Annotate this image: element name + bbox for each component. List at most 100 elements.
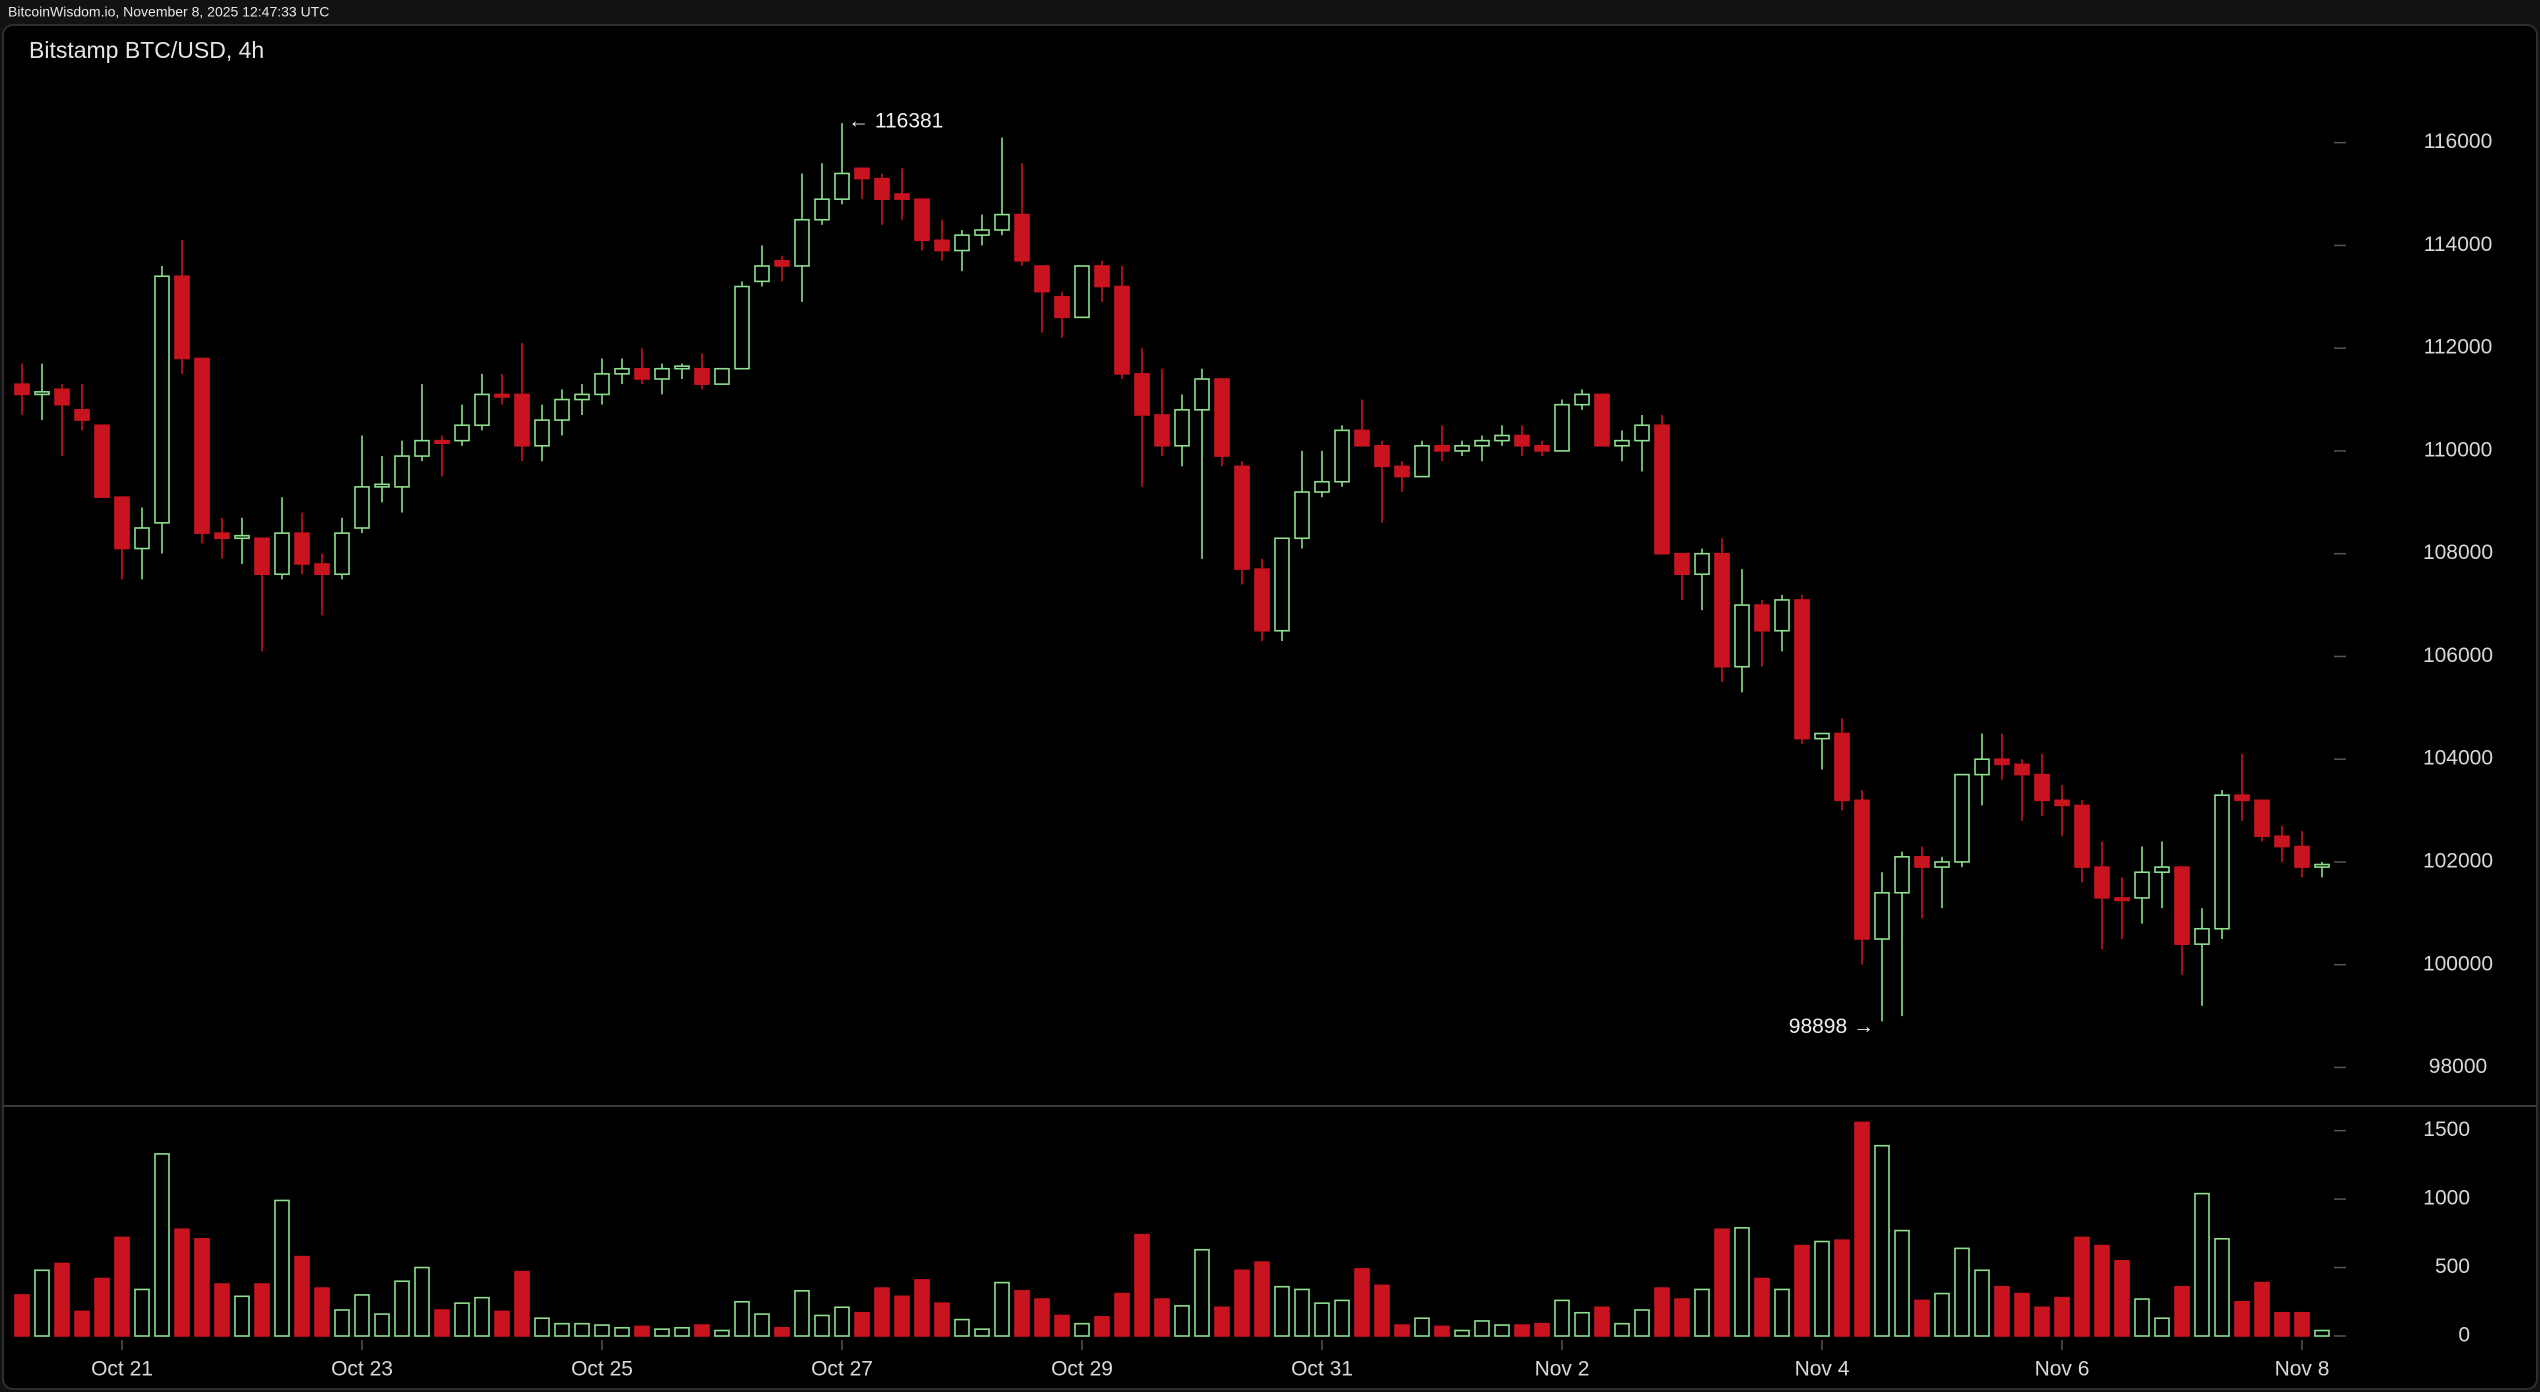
volume-bar xyxy=(814,1314,830,1337)
volume-bar xyxy=(974,1328,990,1337)
candle-body xyxy=(14,383,30,396)
candle-body xyxy=(74,409,90,421)
candle-body xyxy=(594,373,610,396)
candle-body xyxy=(1914,856,1930,868)
candle-body xyxy=(2214,794,2230,930)
volume-bar xyxy=(874,1287,890,1337)
volume-bar xyxy=(314,1287,330,1337)
volume-tick-label: 1500 xyxy=(2423,1118,2470,1141)
candle-body xyxy=(614,367,630,375)
volume-bar xyxy=(1854,1121,1870,1337)
volume-bar xyxy=(14,1294,30,1337)
chart-panel xyxy=(2,24,2538,1390)
candle-body xyxy=(1974,758,1990,776)
x-tick-label: Oct 25 xyxy=(571,1358,633,1381)
volume-bar xyxy=(754,1313,770,1337)
volume-bar xyxy=(2094,1244,2110,1337)
candle-body xyxy=(394,455,410,488)
volume-bar xyxy=(1694,1288,1710,1337)
volume-bar xyxy=(1074,1322,1090,1337)
candle-body xyxy=(1574,393,1590,406)
candle-body xyxy=(174,275,190,360)
candle-body xyxy=(1554,403,1570,452)
volume-bar xyxy=(1334,1299,1350,1337)
candle-body xyxy=(1694,552,1710,576)
candle-body xyxy=(334,532,350,576)
volume-bar xyxy=(2074,1236,2090,1337)
candle-body xyxy=(294,532,310,565)
y-tick-label: 110000 xyxy=(2424,438,2493,461)
volume-bar xyxy=(2034,1306,2050,1337)
volume-bar xyxy=(194,1237,210,1337)
candle-body xyxy=(974,229,990,236)
volume-bar xyxy=(1054,1314,1070,1337)
y-tick-label: 114000 xyxy=(2424,233,2493,256)
candle-body xyxy=(794,218,810,267)
candle-body xyxy=(814,198,830,221)
candle-body xyxy=(1734,604,1750,668)
candle-body xyxy=(2154,866,2170,874)
extreme-annotation: 98898 → xyxy=(1789,1015,1874,1038)
candle-body xyxy=(714,367,730,385)
volume-bar xyxy=(1354,1268,1370,1337)
x-tick-label: Oct 29 xyxy=(1051,1358,1113,1381)
volume-bar xyxy=(1174,1305,1190,1337)
volume-bar xyxy=(1534,1322,1550,1337)
volume-bar xyxy=(54,1262,70,1337)
volume-bar xyxy=(1634,1309,1650,1337)
volume-bar xyxy=(1294,1288,1310,1337)
candle-body xyxy=(1614,439,1630,447)
volume-bar xyxy=(734,1300,750,1337)
candle-body xyxy=(1874,891,1890,940)
candle-body xyxy=(34,391,50,396)
candle-body xyxy=(194,357,210,534)
volume-bar xyxy=(1734,1227,1750,1337)
candle-body xyxy=(954,234,970,252)
volume-bar xyxy=(134,1288,150,1337)
volume-bar xyxy=(2194,1192,2210,1337)
volume-bar xyxy=(614,1326,630,1337)
candle-body xyxy=(214,532,230,540)
candle-body xyxy=(2094,866,2110,899)
volume-bar xyxy=(574,1322,590,1337)
candle-body xyxy=(114,496,130,550)
volume-bar xyxy=(1154,1298,1170,1337)
candle-body xyxy=(1194,378,1210,411)
candle-body xyxy=(274,532,290,576)
volume-bar xyxy=(2274,1311,2290,1337)
volume-bar xyxy=(1474,1320,1490,1337)
volume-bar xyxy=(1714,1228,1730,1337)
candle-body xyxy=(1774,599,1790,632)
volume-bar xyxy=(534,1317,550,1337)
volume-bar xyxy=(554,1322,570,1337)
candle-body xyxy=(914,198,930,242)
candle-body xyxy=(2134,871,2150,899)
volume-bar xyxy=(1314,1302,1330,1337)
volume-bar xyxy=(2134,1298,2150,1337)
candle-body xyxy=(1714,552,1730,668)
candle-body xyxy=(54,388,70,406)
volume-bar xyxy=(854,1311,870,1337)
candle-body xyxy=(1334,429,1350,483)
volume-bar xyxy=(914,1279,930,1337)
volume-bar xyxy=(1994,1285,2010,1337)
candle-body xyxy=(1994,758,2010,766)
candle-body xyxy=(2054,799,2070,807)
candle-body xyxy=(1414,444,1430,478)
volume-bar xyxy=(2314,1329,2330,1337)
volume-bar xyxy=(294,1255,310,1337)
extreme-annotation: ← 116381 xyxy=(848,110,943,133)
candle-body xyxy=(754,265,770,283)
candle-body xyxy=(734,285,750,370)
volume-bar xyxy=(1234,1269,1250,1337)
candle-body xyxy=(1354,429,1370,447)
candle-body xyxy=(694,367,710,385)
volume-bar xyxy=(1754,1277,1770,1337)
candle-body xyxy=(1254,568,1270,632)
volume-bar xyxy=(1674,1298,1690,1337)
x-tick-label: Nov 8 xyxy=(2275,1358,2330,1381)
volume-bar xyxy=(434,1309,450,1337)
volume-bar xyxy=(1454,1329,1470,1337)
candle-body xyxy=(2314,863,2330,868)
y-tick-label: 104000 xyxy=(2423,747,2493,770)
